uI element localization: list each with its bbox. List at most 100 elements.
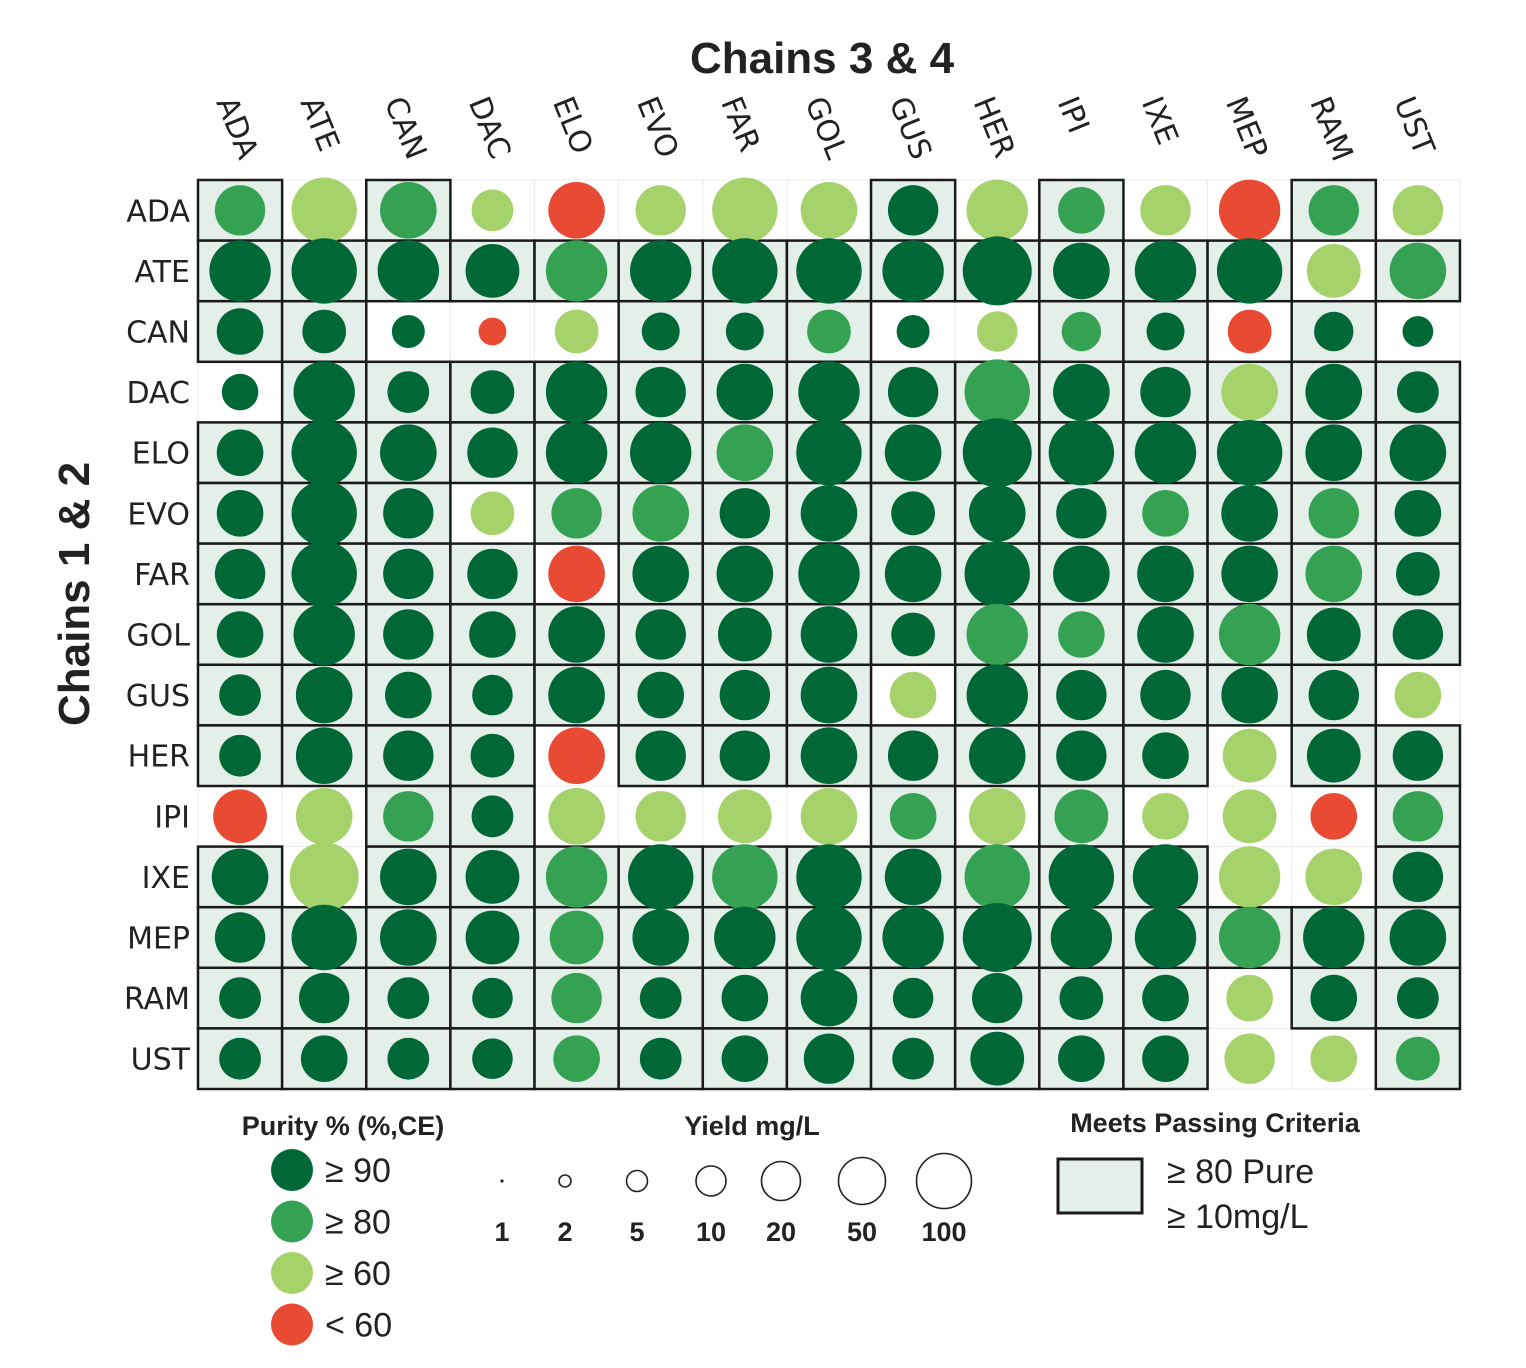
data-point [966,179,1028,241]
data-point [545,361,608,423]
data-point [964,359,1030,425]
data-point [385,671,432,719]
data-point [721,974,769,1022]
purity-legend-dot [271,1149,313,1191]
column-label: GUS [882,92,939,165]
column-label: DAC [461,92,517,164]
data-point [1310,974,1358,1022]
data-point [966,603,1028,666]
data-point [1218,846,1281,908]
data-point [800,727,858,784]
data-point [719,730,771,781]
data-point [387,371,430,413]
data-point [1222,728,1277,783]
data-point [1221,485,1278,542]
purity-legend-label: ≥ 60 [325,1255,391,1293]
yield-legend-circle [837,1156,887,1206]
data-point [1389,242,1447,300]
data-point [1059,976,1104,1020]
data-point [712,238,778,304]
data-point [1140,185,1191,236]
data-point [1394,671,1442,719]
purity-legend: Purity % (%,CE) ≥ 90 ≥ 80 ≥ 60 < 60 [242,1111,445,1346]
data-point [548,182,605,239]
data-point [800,485,858,542]
purity-legend-title: Purity % (%,CE) [242,1111,445,1141]
data-point [298,972,350,1024]
data-point [882,240,944,302]
yield-legend-title: Yield mg/L [684,1111,820,1141]
column-label: CAN [377,92,433,164]
data-point [209,240,271,302]
data-point [293,361,355,423]
data-point [470,370,515,414]
data-point [302,309,347,354]
data-point [545,422,608,484]
data-point [1146,312,1185,351]
data-point [478,317,507,346]
purity-legend-label: ≥ 80 [325,1204,391,1242]
data-point [968,788,1026,845]
purity-legend-dot [271,1252,313,1294]
data-point [216,308,264,355]
data-point [467,427,518,478]
data-point [1389,909,1447,966]
data-point [800,182,858,239]
data-point [889,671,937,719]
data-point [1218,179,1281,241]
data-point [891,612,936,657]
data-point [465,244,520,298]
data-point [1142,490,1189,537]
data-point [214,185,266,236]
column-label: IXE [1134,92,1185,150]
data-point [635,791,686,842]
column-label: ELO [545,92,599,159]
data-point [628,844,694,910]
data-point [465,910,520,965]
data-point [1227,309,1272,354]
row-label: HER [128,740,190,775]
column-label: FAR [713,92,766,157]
data-point [1395,552,1440,596]
data-point [291,420,357,486]
yield-legend-circle [760,1160,802,1202]
data-point [716,545,774,603]
data-point [1134,906,1197,969]
data-point [216,490,264,537]
data-point [884,424,942,482]
data-point [471,795,514,838]
row-label: CAN [126,316,190,351]
data-point [1053,545,1110,603]
data-point [387,1037,430,1080]
column-label: MEP [1218,92,1274,163]
data-point [1221,666,1278,724]
data-point [1392,851,1444,903]
chart-title: Chains 3 & 4 [690,34,955,83]
criteria-legend-title: Meets Passing Criteria [1070,1108,1361,1138]
data-point [887,730,939,781]
criteria-legend-line1: ≥ 80 Pure [1167,1153,1314,1191]
data-point [472,977,513,1019]
data-point [1132,844,1199,910]
data-point [1308,669,1359,721]
yield-legend: Yield mg/L 1 2 5 10 20 50 100 [494,1111,973,1247]
data-point [630,240,692,302]
data-point [892,1037,935,1080]
data-point [1056,669,1107,721]
column-labels: ADA ATE CAN DAC ELO EVO FAR GOL GUS HER IPI IXE MEP R… [209,92,1442,166]
data-point [1058,611,1105,658]
data-point [1216,420,1283,486]
data-point [968,485,1026,542]
data-point [1396,371,1439,413]
data-points [209,177,1447,1086]
data-point [1395,1036,1440,1081]
yield-legend-circle [500,1179,504,1183]
data-point [548,666,605,724]
yield-legend-circle [558,1174,572,1188]
data-point [1050,906,1113,969]
column-label: UST [1386,92,1441,161]
data-point [896,315,930,348]
data-point [884,545,942,603]
data-point [972,972,1023,1024]
